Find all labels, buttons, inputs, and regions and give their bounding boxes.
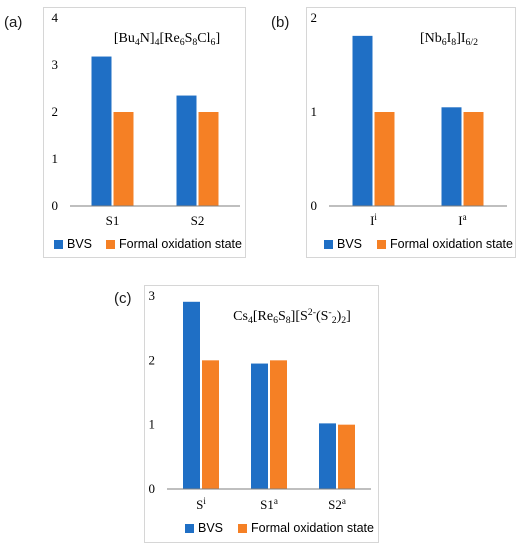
chart-c-svg: 0 1 2 3 Si S1a S2a Cs4[Re6S8][S2-(S-2)2] BVS Form… <box>149 288 375 535</box>
y-tick-label: 0 <box>149 481 156 496</box>
y-tick-label: 0 <box>311 198 318 213</box>
bvs-bar <box>91 56 112 206</box>
legend-label-bvs: BVS <box>198 521 223 535</box>
x-category-label: S1 <box>106 213 120 228</box>
legend-label-formal: Formal oxidation state <box>119 237 242 251</box>
bvs-bar <box>352 35 373 206</box>
bvs-bar <box>251 363 268 489</box>
legend-swatch-formal <box>106 240 115 249</box>
y-tick-label: 2 <box>149 352 156 367</box>
panel-label-a: (a) <box>4 14 23 31</box>
y-tick-label: 0 <box>52 198 59 213</box>
formal-oxidation-bar <box>463 112 484 206</box>
x-category-label: S2a <box>328 496 346 512</box>
bvs-bar <box>176 95 197 206</box>
legend-label-bvs: BVS <box>337 237 362 251</box>
formal-oxidation-bar <box>338 424 355 489</box>
y-tick-label: 1 <box>149 417 156 432</box>
y-tick-label: 3 <box>52 57 59 72</box>
legend-swatch-formal <box>377 240 386 249</box>
legend-label-formal: Formal oxidation state <box>390 237 513 251</box>
y-tick-label: 4 <box>52 10 59 25</box>
bvs-bar <box>183 301 200 489</box>
bvs-bar <box>319 423 336 489</box>
legend-swatch-bvs <box>324 240 333 249</box>
y-tick-label: 1 <box>311 104 318 119</box>
chart-title: Cs4[Re6S8][S2-(S-2)2] <box>233 307 351 326</box>
y-tick-label: 2 <box>311 10 318 25</box>
x-category-label: Si <box>196 496 206 512</box>
legend-label-bvs: BVS <box>67 237 92 251</box>
chart-panel-a: 0 1 2 3 4 S1 S2 [Bu4N]4[Re6S8Cl6] BVS Formal oxid… <box>43 7 246 258</box>
chart-title: [Nb6I8]I6/2 <box>420 31 478 48</box>
panel-label-b: (b) <box>271 14 290 31</box>
x-category-label: S2 <box>191 213 205 228</box>
formal-oxidation-bar <box>374 112 395 206</box>
x-category-label: Ii <box>370 212 377 228</box>
y-tick-label: 2 <box>52 104 59 119</box>
legend-label-formal: Formal oxidation state <box>251 521 374 535</box>
y-tick-label: 3 <box>149 288 156 303</box>
x-category-label: Ia <box>458 212 466 228</box>
formal-oxidation-bar <box>270 360 287 489</box>
chart-a-svg: 0 1 2 3 4 S1 S2 [Bu4N]4[Re6S8Cl6] BVS Formal oxid… <box>52 10 243 251</box>
bvs-bar <box>441 107 462 206</box>
formal-oxidation-bar <box>113 112 134 206</box>
legend-swatch-formal <box>238 524 247 533</box>
legend-swatch-bvs <box>54 240 63 249</box>
chart-panel-c: 0 1 2 3 Si S1a S2a Cs4[Re6S8][S2-(S-2)2] BVS Form… <box>144 285 379 543</box>
chart-title: [Bu4N]4[Re6S8Cl6] <box>114 31 220 48</box>
x-category-label: S1a <box>260 496 278 512</box>
panel-label-c: (c) <box>114 290 132 307</box>
legend-swatch-bvs <box>185 524 194 533</box>
chart-b-svg: 0 1 2 Ii Ia [Nb6I8]I6/2 BVS Formal oxidation st… <box>311 10 514 251</box>
formal-oxidation-bar <box>198 112 219 206</box>
formal-oxidation-bar <box>202 360 219 489</box>
y-tick-label: 1 <box>52 151 59 166</box>
chart-panel-b: 0 1 2 Ii Ia [Nb6I8]I6/2 BVS Formal oxidation st… <box>306 7 516 258</box>
